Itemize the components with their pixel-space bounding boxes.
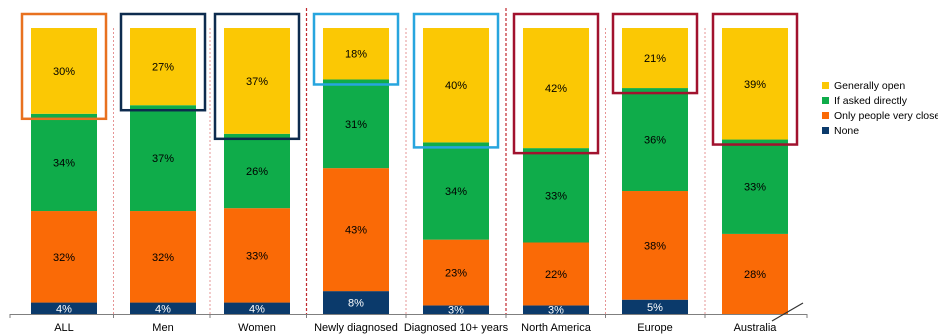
legend-label: Only people very close [834, 109, 938, 122]
data-label-europe-generally-open: 21% [644, 53, 666, 65]
bar-segment-diagnosed-10-years-generally-open [423, 28, 489, 143]
bar-segment-newly-diagnosed-if-asked-directly [323, 79, 389, 169]
x-tick-label-europe: Europe [637, 322, 672, 334]
legend-item-generally-open: Generally open [822, 78, 938, 93]
x-tick-label-north-america: North America [521, 322, 592, 334]
legend-swatch [822, 82, 829, 89]
bar-segment-europe-only-people-very-close [622, 191, 688, 300]
data-label-europe-if-asked-directly: 36% [644, 135, 666, 147]
data-label-diagnosed-10-years-none: 3% [448, 305, 464, 317]
highlight-box-europe [611, 12, 699, 95]
bar-segment-men-only-people-very-close [130, 211, 196, 303]
data-label-newly-diagnosed-none: 8% [348, 298, 364, 310]
data-label-women-only-people-very-close: 33% [246, 250, 268, 262]
legend-label: None [834, 124, 860, 137]
highlight-box-australia [711, 12, 799, 146]
bar-segment-australia-only-people-very-close [722, 233, 788, 314]
bar-segment-men-if-asked-directly [130, 105, 196, 212]
bar-segment-all-if-asked-directly [31, 113, 97, 212]
data-label-all-generally-open: 30% [53, 66, 75, 78]
bar-segment-diagnosed-10-years-only-people-very-close [423, 239, 489, 306]
data-label-newly-diagnosed-only-people-very-close: 43% [345, 225, 367, 237]
data-label-men-none: 4% [155, 303, 171, 315]
x-tick-label-all: ALL [54, 322, 74, 334]
bar-segment-north-america-generally-open [523, 28, 589, 149]
legend-label: If asked directly [834, 94, 907, 107]
data-label-women-if-asked-directly: 26% [246, 166, 268, 178]
data-label-diagnosed-10-years-generally-open: 40% [445, 80, 467, 92]
x-tick-label-australia: Australia [734, 322, 778, 334]
bar-segment-newly-diagnosed-generally-open [323, 28, 389, 80]
x-tick-label-newly-diagnosed: Newly diagnosed [314, 322, 398, 334]
bar-segment-all-only-people-very-close [31, 211, 97, 303]
legend-swatch [822, 127, 829, 134]
bar-segment-all-generally-open [31, 28, 97, 114]
bar-segment-australia-if-asked-directly [722, 139, 788, 234]
bar-segment-men-none [130, 302, 196, 314]
bar-segment-all-none [31, 302, 97, 314]
highlight-box-newly-diagnosed [312, 12, 400, 86]
legend-item-if-asked-directly: If asked directly [822, 93, 938, 108]
highlight-box-men [119, 12, 207, 112]
legend-swatch [822, 112, 829, 119]
axis-break-mark [771, 302, 804, 322]
data-label-women-none: 4% [249, 303, 265, 315]
data-label-north-america-only-people-very-close: 22% [545, 269, 567, 281]
data-label-australia-if-asked-directly: 33% [744, 182, 766, 194]
highlight-box-all [20, 12, 108, 121]
data-label-north-america-if-asked-directly: 33% [545, 190, 567, 202]
bar-segment-north-america-if-asked-directly [523, 148, 589, 243]
legend-item-none: None [822, 123, 938, 138]
legend-label: Generally open [834, 79, 906, 92]
bar-segment-europe-if-asked-directly [622, 88, 688, 192]
bar-segment-diagnosed-10-years-if-asked-directly [423, 142, 489, 240]
data-label-australia-generally-open: 39% [744, 79, 766, 91]
data-label-men-only-people-very-close: 32% [152, 252, 174, 264]
data-label-diagnosed-10-years-if-asked-directly: 34% [445, 186, 467, 198]
bar-segment-women-only-people-very-close [224, 208, 290, 303]
data-label-australia-only-people-very-close: 28% [744, 269, 766, 281]
data-label-all-none: 4% [56, 303, 72, 315]
data-label-men-generally-open: 27% [152, 62, 174, 74]
bar-segment-north-america-none [523, 305, 589, 314]
x-tick-label-men: Men [152, 322, 173, 334]
bar-segment-australia-generally-open [722, 28, 788, 140]
bar-segment-women-none [224, 302, 290, 314]
bar-segment-men-generally-open [130, 28, 196, 106]
highlight-box-women [213, 12, 301, 141]
x-tick-label-diagnosed-10-years: Diagnosed 10+ years [404, 322, 509, 334]
data-label-men-if-asked-directly: 37% [152, 153, 174, 165]
bar-segment-north-america-only-people-very-close [523, 242, 589, 306]
legend-item-only-people-very-close: Only people very close [822, 108, 938, 123]
bar-segment-europe-generally-open [622, 28, 688, 89]
data-label-diagnosed-10-years-only-people-very-close: 23% [445, 268, 467, 280]
chart-legend: Generally open If asked directly Only peop… [822, 78, 938, 138]
bar-segment-women-generally-open [224, 28, 290, 134]
bar-segment-diagnosed-10-years-none [423, 305, 489, 314]
data-label-europe-only-people-very-close: 38% [644, 240, 666, 252]
bar-segment-newly-diagnosed-only-people-very-close [323, 168, 389, 292]
data-label-north-america-none: 3% [548, 305, 564, 317]
data-label-women-generally-open: 37% [246, 76, 268, 88]
bar-segment-newly-diagnosed-none [323, 291, 389, 314]
data-label-all-only-people-very-close: 32% [53, 252, 75, 264]
bar-segment-europe-none [622, 299, 688, 314]
data-label-newly-diagnosed-generally-open: 18% [345, 49, 367, 61]
data-label-europe-none: 5% [647, 302, 663, 314]
data-label-newly-diagnosed-if-asked-directly: 31% [345, 119, 367, 131]
bar-segment-women-if-asked-directly [224, 133, 290, 209]
highlight-box-north-america [512, 12, 600, 155]
data-label-all-if-asked-directly: 34% [53, 157, 75, 169]
highlight-box-diagnosed-10-years [412, 12, 500, 149]
data-label-north-america-generally-open: 42% [545, 83, 567, 95]
x-tick-label-women: Women [238, 322, 276, 334]
legend-swatch [822, 97, 829, 104]
